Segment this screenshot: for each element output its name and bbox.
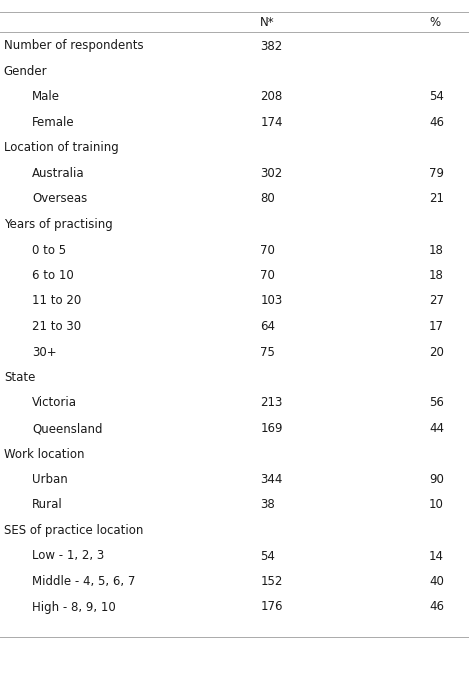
Text: 46: 46 (429, 116, 444, 129)
Text: 56: 56 (429, 396, 444, 409)
Text: 54: 54 (429, 90, 444, 104)
Text: Overseas: Overseas (32, 192, 87, 205)
Text: Number of respondents: Number of respondents (4, 40, 144, 52)
Text: 18: 18 (429, 244, 444, 256)
Text: 169: 169 (260, 422, 283, 435)
Text: High - 8, 9, 10: High - 8, 9, 10 (32, 600, 116, 614)
Text: Middle - 4, 5, 6, 7: Middle - 4, 5, 6, 7 (32, 575, 135, 588)
Text: 21 to 30: 21 to 30 (32, 320, 81, 333)
Text: Low - 1, 2, 3: Low - 1, 2, 3 (32, 549, 104, 563)
Text: 208: 208 (260, 90, 282, 104)
Text: 6 to 10: 6 to 10 (32, 269, 74, 282)
Text: 44: 44 (429, 422, 444, 435)
Text: 40: 40 (429, 575, 444, 588)
Text: 176: 176 (260, 600, 283, 614)
Text: 302: 302 (260, 167, 282, 180)
Text: 11 to 20: 11 to 20 (32, 295, 81, 308)
Text: 103: 103 (260, 295, 282, 308)
Text: 0 to 5: 0 to 5 (32, 244, 66, 256)
Text: State: State (4, 371, 35, 384)
Text: 54: 54 (260, 549, 275, 563)
Text: Victoria: Victoria (32, 396, 77, 409)
Text: 90: 90 (429, 473, 444, 486)
Text: 17: 17 (429, 320, 444, 333)
Text: Female: Female (32, 116, 75, 129)
Text: 27: 27 (429, 295, 444, 308)
Text: 79: 79 (429, 167, 444, 180)
Text: Australia: Australia (32, 167, 84, 180)
Text: 14: 14 (429, 549, 444, 563)
Text: 30+: 30+ (32, 345, 57, 359)
Text: 344: 344 (260, 473, 283, 486)
Text: %: % (429, 15, 440, 28)
Text: Urban: Urban (32, 473, 68, 486)
Text: 38: 38 (260, 499, 275, 511)
Text: SES of practice location: SES of practice location (4, 524, 143, 537)
Text: Gender: Gender (4, 65, 47, 78)
Text: Location of training: Location of training (4, 141, 119, 155)
Text: 70: 70 (260, 244, 275, 256)
Text: 46: 46 (429, 600, 444, 614)
Text: 174: 174 (260, 116, 283, 129)
Text: 70: 70 (260, 269, 275, 282)
Text: 10: 10 (429, 499, 444, 511)
Text: 382: 382 (260, 40, 282, 52)
Text: Years of practising: Years of practising (4, 218, 113, 231)
Text: 21: 21 (429, 192, 444, 205)
Text: 20: 20 (429, 345, 444, 359)
Text: Male: Male (32, 90, 60, 104)
Text: 75: 75 (260, 345, 275, 359)
Text: 213: 213 (260, 396, 283, 409)
Text: Rural: Rural (32, 499, 63, 511)
Text: Queensland: Queensland (32, 422, 102, 435)
Text: 64: 64 (260, 320, 275, 333)
Text: 18: 18 (429, 269, 444, 282)
Text: Work location: Work location (4, 448, 84, 460)
Text: 80: 80 (260, 192, 275, 205)
Text: N*: N* (260, 15, 275, 28)
Text: 152: 152 (260, 575, 283, 588)
